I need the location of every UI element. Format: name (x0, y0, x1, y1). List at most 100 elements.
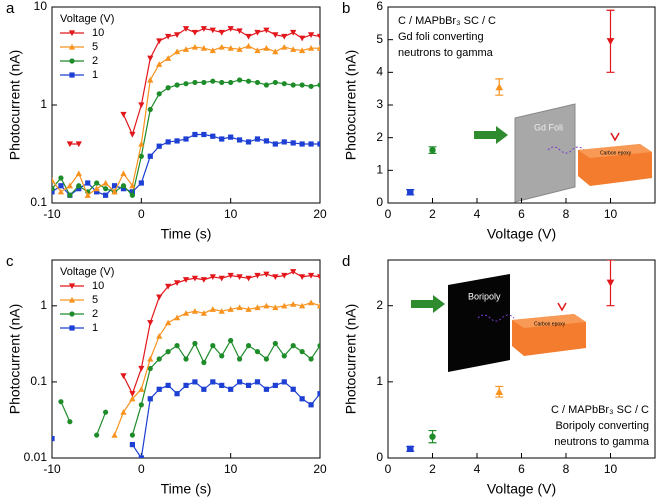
y-tick-label: 10 (34, 0, 48, 13)
point (299, 302, 306, 309)
point (165, 382, 171, 388)
point (75, 141, 82, 148)
point (228, 337, 234, 344)
point (218, 308, 225, 314)
point (254, 349, 261, 355)
point (120, 409, 127, 415)
point (156, 38, 163, 45)
detector-top (578, 144, 652, 158)
point (129, 192, 135, 198)
x-tick-label: 0 (385, 207, 392, 221)
point (263, 356, 269, 362)
x-tick-label: 0 (138, 462, 145, 476)
point (209, 274, 216, 281)
point (606, 279, 615, 287)
point (307, 299, 315, 306)
point (316, 45, 320, 51)
x-tick-label: 6 (518, 207, 525, 221)
legend-label: 1 (92, 69, 98, 81)
point (495, 387, 504, 395)
point (191, 29, 199, 36)
point (281, 81, 287, 87)
legend-label: 10 (92, 280, 104, 292)
point (227, 45, 234, 51)
point (183, 382, 189, 388)
point (174, 391, 180, 397)
point (67, 192, 73, 198)
point (191, 275, 199, 282)
x-axis-label: Voltage (V) (487, 226, 556, 242)
y-tick-label: 1 (40, 97, 47, 111)
x-tick-label: 2 (429, 207, 436, 221)
point (606, 38, 615, 46)
x-tick-label: 10 (224, 462, 238, 476)
arrow (474, 126, 508, 144)
point (209, 306, 216, 312)
point (201, 359, 207, 366)
y-tick-label: 0 (376, 195, 383, 209)
point (272, 79, 278, 86)
point (129, 432, 135, 438)
point (281, 139, 287, 145)
detector-top (512, 314, 586, 328)
point (308, 141, 314, 147)
point (281, 272, 288, 279)
point (263, 302, 270, 309)
plot-frame (51, 259, 321, 459)
point (290, 301, 297, 307)
point (129, 131, 136, 138)
point (307, 32, 315, 38)
x-tick-label: 2 (429, 462, 436, 476)
point (147, 396, 153, 402)
annotation: neutrons to gamma (554, 436, 650, 448)
point (495, 83, 504, 91)
legend-label: 1 (92, 322, 98, 334)
point (182, 26, 190, 32)
point (227, 272, 234, 279)
point (156, 294, 163, 301)
y-axis-label: Photocurrent (nA) (343, 50, 359, 161)
point (182, 46, 190, 52)
point (147, 365, 153, 372)
point (93, 185, 100, 192)
point (429, 433, 436, 440)
y-tick-label: 6 (376, 0, 383, 13)
series-line (122, 271, 320, 396)
point (52, 177, 56, 184)
point (147, 76, 154, 83)
x-tick-label: 10 (224, 207, 238, 221)
point (147, 55, 154, 62)
point (219, 353, 225, 359)
foil (448, 274, 510, 372)
point (263, 45, 270, 51)
point (263, 271, 270, 278)
point (317, 82, 320, 88)
v-symbol (557, 302, 567, 312)
point (290, 386, 296, 392)
y-tick-label: 0.1 (30, 374, 47, 388)
legend-label: 5 (92, 41, 98, 53)
x-tick-label: 4 (474, 207, 481, 221)
point (299, 35, 306, 42)
point (407, 445, 414, 453)
point (111, 431, 118, 438)
point (245, 343, 252, 349)
point (210, 343, 216, 349)
point (94, 432, 100, 438)
point (290, 343, 296, 349)
point (129, 182, 136, 189)
point (317, 391, 320, 397)
legend-label: 10 (92, 27, 104, 39)
series-line (52, 133, 320, 197)
point (245, 275, 252, 282)
point (227, 306, 234, 312)
point (308, 356, 314, 362)
y-axis-label: Photocurrent (nA) (7, 304, 23, 415)
point (407, 189, 414, 196)
point (165, 139, 171, 145)
point (200, 310, 207, 316)
point (317, 141, 320, 147)
point (129, 391, 136, 397)
v-symbol (610, 132, 620, 142)
legend-marker (68, 296, 76, 303)
